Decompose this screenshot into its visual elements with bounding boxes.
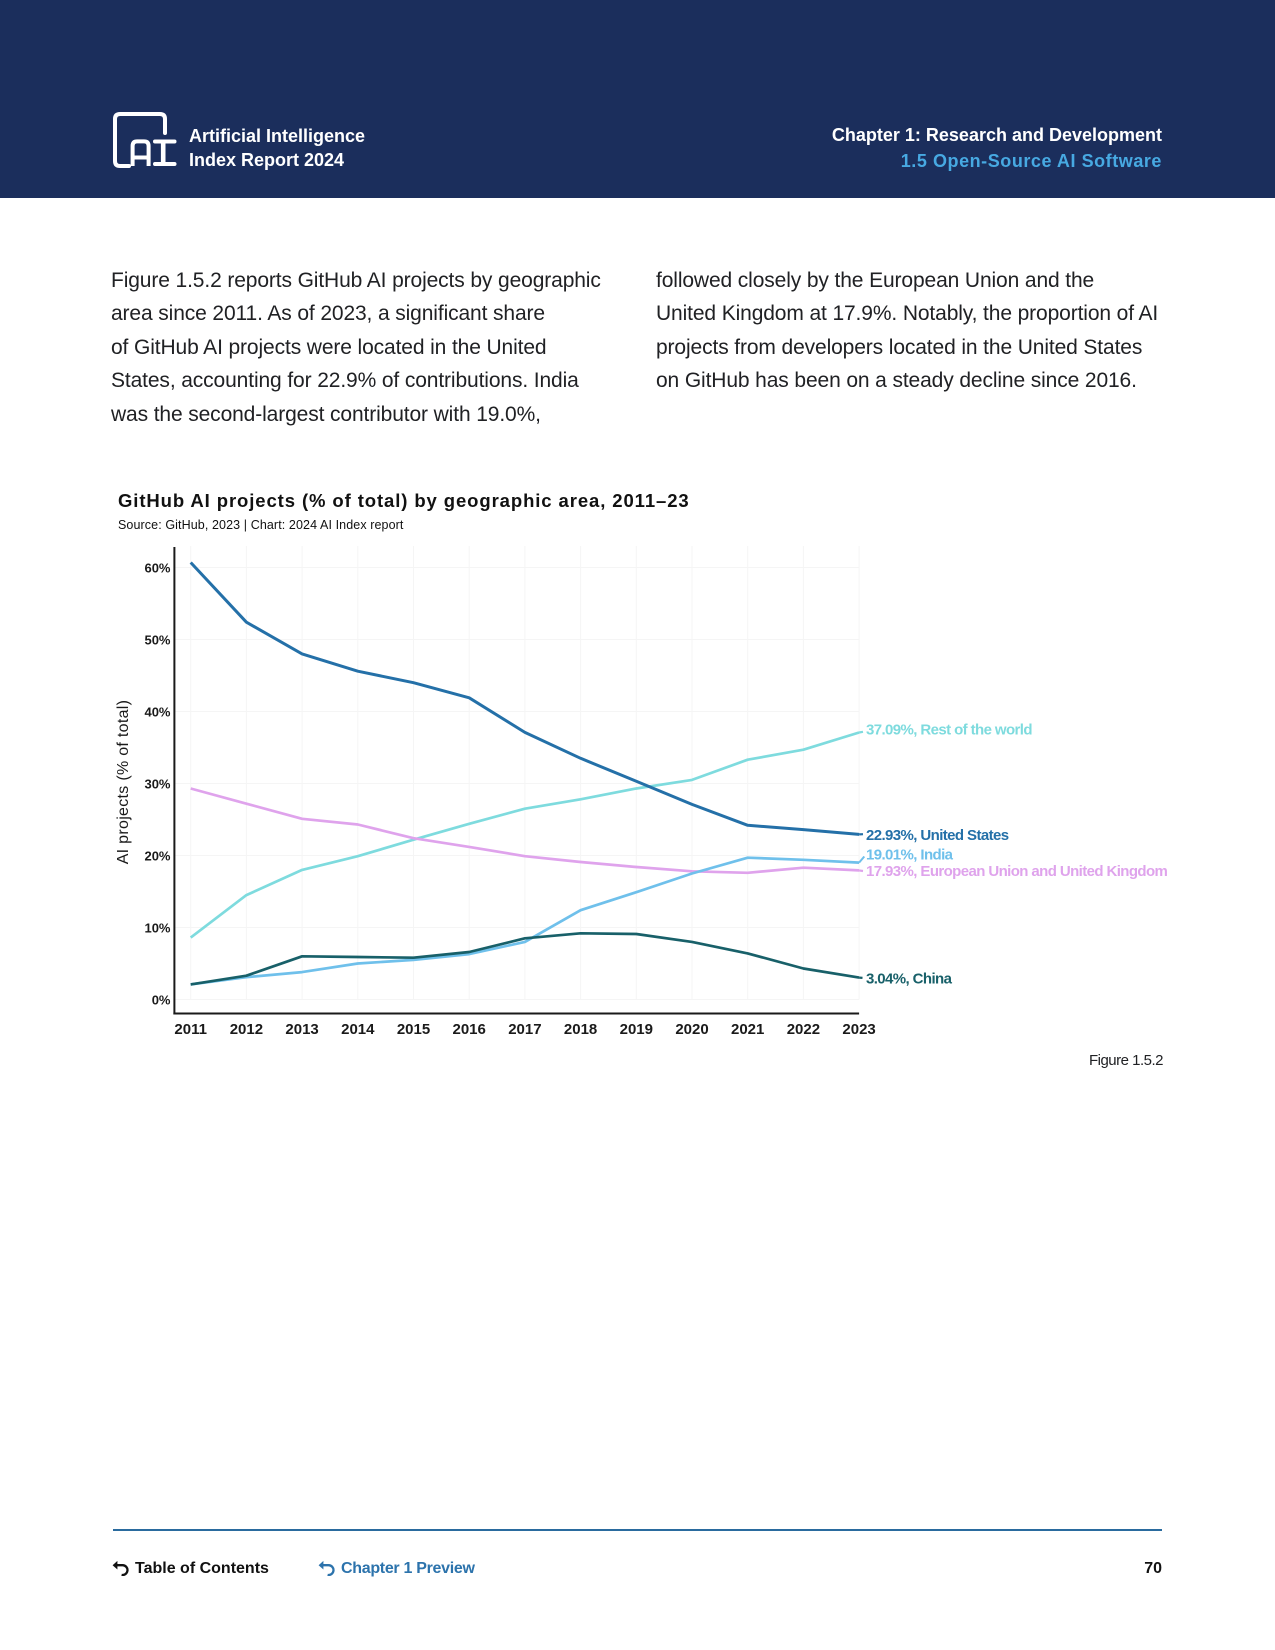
svg-text:2023: 2023 [842,1021,875,1038]
svg-text:AI projects (% of total): AI projects (% of total) [115,700,132,865]
svg-text:10%: 10% [144,920,170,935]
svg-text:22.93%, United States: 22.93%, United States [866,827,1009,844]
svg-text:60%: 60% [144,560,170,575]
svg-text:2011: 2011 [174,1021,207,1038]
svg-text:3.04%, China: 3.04%, China [866,971,953,988]
svg-text:2015: 2015 [397,1021,430,1038]
svg-text:2019: 2019 [620,1021,653,1038]
svg-text:2014: 2014 [341,1021,375,1038]
svg-text:2020: 2020 [675,1021,708,1038]
svg-text:50%: 50% [144,632,170,647]
svg-text:2022: 2022 [787,1021,820,1038]
svg-text:2012: 2012 [230,1021,263,1038]
svg-text:20%: 20% [144,848,170,863]
svg-text:2018: 2018 [564,1021,597,1038]
svg-text:30%: 30% [144,776,170,791]
svg-text:40%: 40% [144,704,170,719]
svg-text:37.09%, Rest of the world: 37.09%, Rest of the world [866,722,1032,739]
svg-text:2021: 2021 [731,1021,764,1038]
svg-text:2013: 2013 [285,1021,318,1038]
svg-text:2016: 2016 [453,1021,486,1038]
svg-text:19.01%, India: 19.01%, India [866,847,954,864]
svg-text:17.93%, European Union and Uni: 17.93%, European Union and United Kingdo… [866,863,1168,880]
svg-text:0%: 0% [152,992,171,1007]
svg-text:2017: 2017 [508,1021,541,1038]
